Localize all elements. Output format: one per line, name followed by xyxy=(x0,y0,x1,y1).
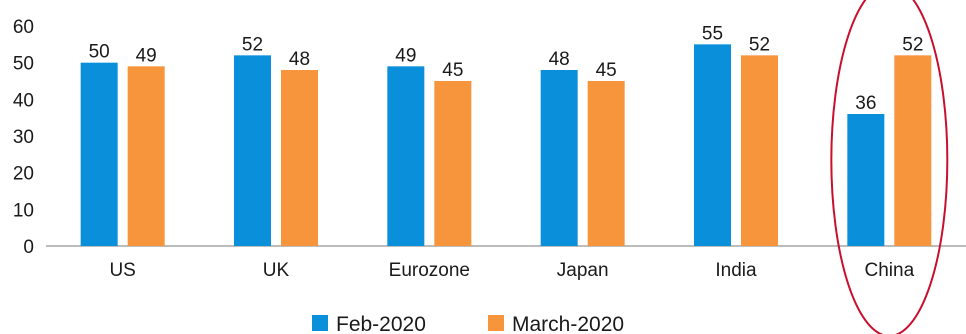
bar xyxy=(540,70,578,246)
data-label: 50 xyxy=(89,42,110,63)
y-tick-label: 10 xyxy=(13,200,34,221)
legend-swatch xyxy=(488,315,504,331)
bar xyxy=(387,66,425,246)
bar xyxy=(434,81,472,246)
data-labels: 50 49 52 48 49 45 48 45 55 52 36 52 xyxy=(89,23,924,114)
highlight-ellipse xyxy=(830,0,949,334)
data-label: 48 xyxy=(549,49,570,70)
x-tick-label: India xyxy=(715,260,757,281)
data-label: 48 xyxy=(289,49,310,70)
y-tick-label: 20 xyxy=(13,164,34,185)
x-tick-label: US xyxy=(109,260,135,281)
y-tick-label: 40 xyxy=(13,90,34,111)
y-axis: 0 10 20 30 40 50 60 xyxy=(13,17,34,258)
bar xyxy=(281,70,318,246)
legend-label: March-2020 xyxy=(512,313,624,334)
data-label: 52 xyxy=(749,34,770,55)
data-label: 49 xyxy=(395,45,416,66)
legend: Feb-2020 March-2020 xyxy=(312,313,624,334)
data-label: 36 xyxy=(855,93,876,114)
y-tick-label: 30 xyxy=(13,127,34,148)
data-label: 52 xyxy=(902,34,923,55)
bar xyxy=(694,44,731,247)
y-tick-label: 50 xyxy=(13,54,34,75)
data-label: 45 xyxy=(442,60,463,81)
bar xyxy=(80,62,118,246)
bar xyxy=(847,114,885,246)
legend-swatch xyxy=(312,315,328,331)
legend-label: Feb-2020 xyxy=(336,313,426,334)
bars xyxy=(80,44,932,247)
highlight xyxy=(830,0,949,334)
x-tick-label: Japan xyxy=(557,260,609,281)
bar xyxy=(587,81,625,246)
data-label: 49 xyxy=(136,45,157,66)
data-label: 52 xyxy=(242,34,263,55)
x-tick-label: UK xyxy=(263,260,290,281)
bar xyxy=(741,55,778,247)
bar xyxy=(234,55,271,247)
x-tick-label: China xyxy=(865,260,915,281)
y-tick-label: 0 xyxy=(23,237,34,258)
x-tick-label: Eurozone xyxy=(389,260,470,281)
bar xyxy=(894,55,932,247)
x-axis: US UK Eurozone Japan India China xyxy=(46,245,966,281)
y-tick-label: 60 xyxy=(13,17,34,38)
bar xyxy=(127,66,165,246)
data-label: 45 xyxy=(596,60,617,81)
data-label: 55 xyxy=(702,23,723,44)
